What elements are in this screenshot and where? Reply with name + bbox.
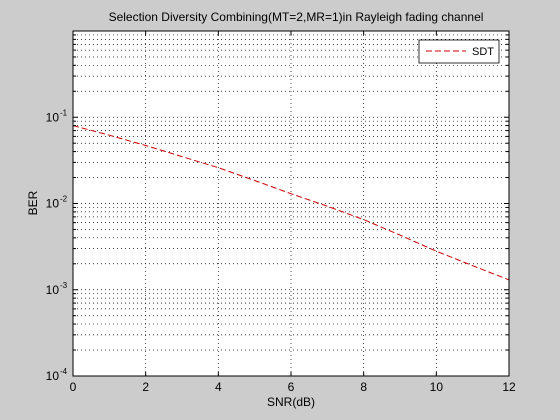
- legend-label-sdt: SDT: [472, 46, 494, 58]
- y-tick-label: 10: [46, 197, 60, 211]
- y-tick-label: 10: [46, 369, 60, 383]
- x-tick-label: 2: [142, 380, 149, 394]
- y-tick-labels: 10-410-310-210-1: [46, 108, 68, 383]
- series-layer: [72, 125, 510, 281]
- x-tick-labels: 0 2 4 6 8 10 12: [70, 380, 516, 394]
- y-tick-label-exponent: -4: [60, 367, 68, 376]
- x-tick-label: 8: [360, 380, 367, 394]
- chart-title: Selection Diversity Combining(MT=2,MR=1)…: [109, 10, 484, 24]
- y-tick-label-exponent: -2: [60, 195, 68, 204]
- legend: SDT: [418, 39, 500, 64]
- y-tick-label-exponent: -3: [60, 281, 68, 290]
- x-tick-label: 0: [70, 380, 77, 394]
- y-axis-label: BER: [26, 190, 40, 215]
- y-tick-label-exponent: -1: [60, 108, 68, 117]
- axis-ticks: [72, 31, 510, 376]
- y-tick-label: 10: [46, 283, 60, 297]
- series-line-sdt: [72, 125, 510, 281]
- x-axis-label: SNR(dB): [267, 395, 315, 409]
- x-tick-label: 4: [215, 380, 222, 394]
- x-tick-label: 12: [502, 380, 516, 394]
- y-tick-label: 10: [46, 110, 60, 124]
- x-tick-label: 6: [288, 380, 295, 394]
- grid-lines: [73, 31, 509, 376]
- x-tick-label: 10: [430, 380, 444, 394]
